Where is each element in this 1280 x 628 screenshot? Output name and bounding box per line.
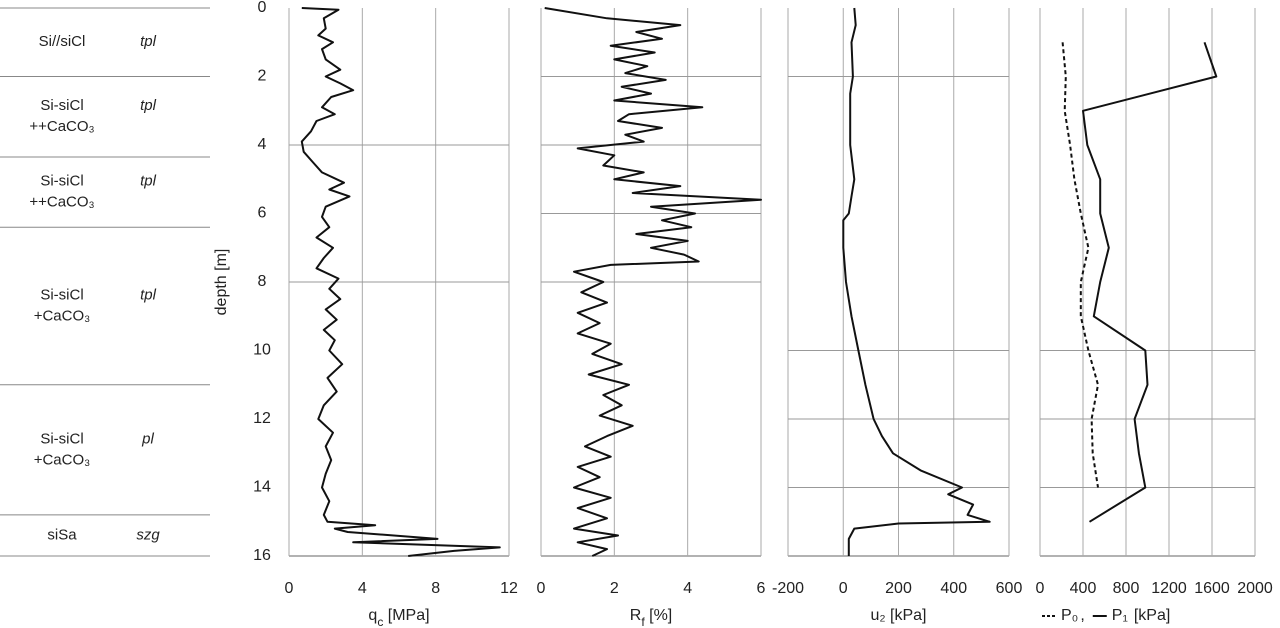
legend-label: P₁ xyxy=(1112,607,1128,624)
x-tick-label: 2 xyxy=(610,580,619,597)
layer-unit: tpl xyxy=(140,97,157,114)
soil-column: Si//siCl tpl Si-siCl ++CaCO₃ tpl Si-siCl ++CaC… xyxy=(0,7,210,557)
x-axis-label: qc [MPa] xyxy=(368,607,429,628)
x-tick-label: 12 xyxy=(500,580,518,597)
legend-separator: , xyxy=(1080,607,1084,624)
x-axis-label-part: f xyxy=(641,615,645,628)
x-tick-label: 4 xyxy=(683,580,692,597)
y-axis-label: depth [m] xyxy=(213,249,230,316)
x-tick-label: 1600 xyxy=(1194,580,1230,597)
layer-soil: Si//siCl xyxy=(39,33,86,50)
x-tick-label: 0 xyxy=(1036,580,1045,597)
layer-soil: ++CaCO₃ xyxy=(29,118,94,135)
x-tick-label: 400 xyxy=(940,580,967,597)
y-tick-label: 14 xyxy=(253,479,271,496)
x-axis-label: Rf [%] xyxy=(630,607,672,628)
layer-soil: +CaCO₃ xyxy=(34,451,91,468)
legend-label: P₀ xyxy=(1061,607,1078,624)
layer-soil: Si-siCl xyxy=(40,430,83,447)
x-tick-label: 400 xyxy=(1070,580,1097,597)
x-tick-label: 1200 xyxy=(1151,580,1187,597)
layer-soil: ++CaCO₃ xyxy=(29,194,94,211)
x-tick-label: 0 xyxy=(537,580,546,597)
y-tick-label: 12 xyxy=(253,410,271,427)
x-axis-label-part: [kPa] xyxy=(1134,607,1170,624)
y-tick-label: 6 xyxy=(258,205,267,222)
x-axis-label-part: [MPa] xyxy=(383,607,429,624)
x-axis-label-part: c xyxy=(377,615,383,628)
x-axis-label: u₂ [kPa] xyxy=(870,607,926,624)
y-tick-label: 2 xyxy=(258,68,267,85)
x-axis-label: [kPa] xyxy=(1134,607,1170,624)
layer-unit: tpl xyxy=(140,173,157,190)
layer-unit: tpl xyxy=(140,286,157,303)
x-tick-label: 0 xyxy=(839,580,848,597)
layer-unit: tpl xyxy=(140,33,157,50)
y-tick-label: 16 xyxy=(253,547,271,564)
y-tick-label: 8 xyxy=(258,273,267,290)
x-tick-label: 600 xyxy=(996,580,1023,597)
profile-line xyxy=(1061,42,1099,488)
x-axis-label-part: R xyxy=(630,607,642,624)
layer-soil: Si-siCl xyxy=(40,97,83,114)
x-axis-label-part: q xyxy=(368,607,377,624)
x-tick-label: 800 xyxy=(1113,580,1140,597)
layer-soil: Si-siCl xyxy=(40,286,83,303)
x-axis-label-part: u₂ [kPa] xyxy=(870,607,926,624)
x-tick-label: 2000 xyxy=(1237,580,1273,597)
profile-line xyxy=(300,7,501,557)
layer-unit: szg xyxy=(136,526,160,543)
x-tick-label: -200 xyxy=(772,580,804,597)
x-tick-label: 6 xyxy=(757,580,766,597)
profile-line xyxy=(842,7,991,556)
x-tick-label: 0 xyxy=(285,580,294,597)
x-tick-label: 4 xyxy=(358,580,367,597)
profile-line xyxy=(544,7,762,557)
y-tick-label: 10 xyxy=(253,342,271,359)
profile-line xyxy=(1082,41,1218,523)
layer-soil: siSa xyxy=(47,526,77,543)
layer-soil: +CaCO₃ xyxy=(34,307,91,324)
x-tick-label: 200 xyxy=(885,580,912,597)
y-tick-label: 4 xyxy=(258,136,267,153)
x-axis-label-part: [%] xyxy=(645,607,673,624)
layer-unit: pl xyxy=(141,430,154,447)
x-tick-label: 8 xyxy=(431,580,440,597)
layer-soil: Si-siCl xyxy=(40,173,83,190)
y-tick-label: 0 xyxy=(258,0,267,16)
